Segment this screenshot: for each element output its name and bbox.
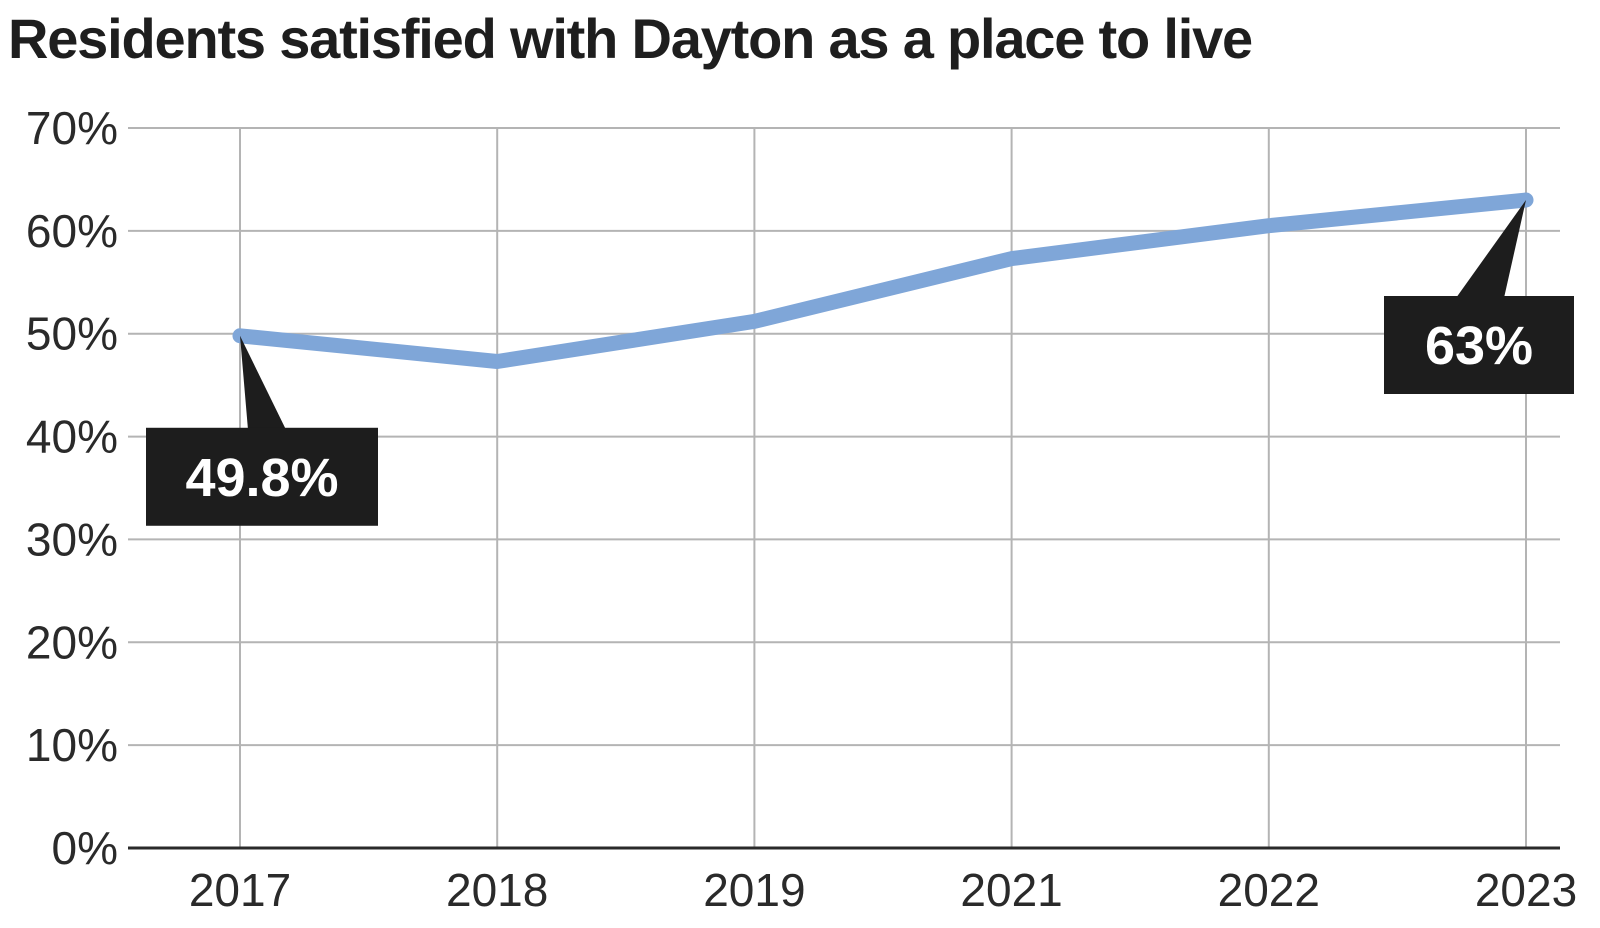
x-tick-label: 2018	[446, 864, 548, 916]
data-point	[751, 318, 757, 324]
y-tick-label: 10%	[26, 719, 118, 771]
callout-box	[146, 427, 378, 526]
y-tick-label: 30%	[26, 513, 118, 565]
gridlines	[128, 127, 1560, 848]
chart-title: Residents satisfied with Dayton as a pla…	[8, 7, 1253, 70]
callouts: 49.8% 63%	[146, 200, 1574, 526]
x-tick-label: 2019	[703, 864, 805, 916]
y-tick-label: 60%	[26, 205, 118, 257]
x-tick-label: 2017	[189, 864, 291, 916]
callout-label: 63%	[1425, 316, 1533, 376]
callout-label: 49.8%	[185, 448, 338, 508]
data-point	[1266, 223, 1272, 229]
y-tick-label: 0%	[52, 822, 118, 874]
x-axis: 2017 2018 2019 2021 2022 2023	[128, 846, 1577, 916]
callout-box	[1384, 296, 1574, 394]
x-tick-label: 2023	[1475, 864, 1577, 916]
y-tick-label: 40%	[26, 411, 118, 463]
data-point	[494, 358, 500, 364]
y-tick-label: 50%	[26, 308, 118, 360]
callout-pointer	[240, 335, 286, 430]
data-point	[1009, 256, 1015, 262]
x-tick-label: 2021	[960, 864, 1062, 916]
y-tick-label: 70%	[26, 102, 118, 154]
y-tick-label: 20%	[26, 616, 118, 668]
x-tick-label: 2022	[1218, 864, 1320, 916]
y-axis: 0% 10% 20% 30% 40% 50% 60% 70%	[26, 102, 118, 874]
series-group	[232, 192, 1534, 369]
callout-pointer	[1456, 200, 1526, 298]
series-line	[232, 192, 1534, 369]
